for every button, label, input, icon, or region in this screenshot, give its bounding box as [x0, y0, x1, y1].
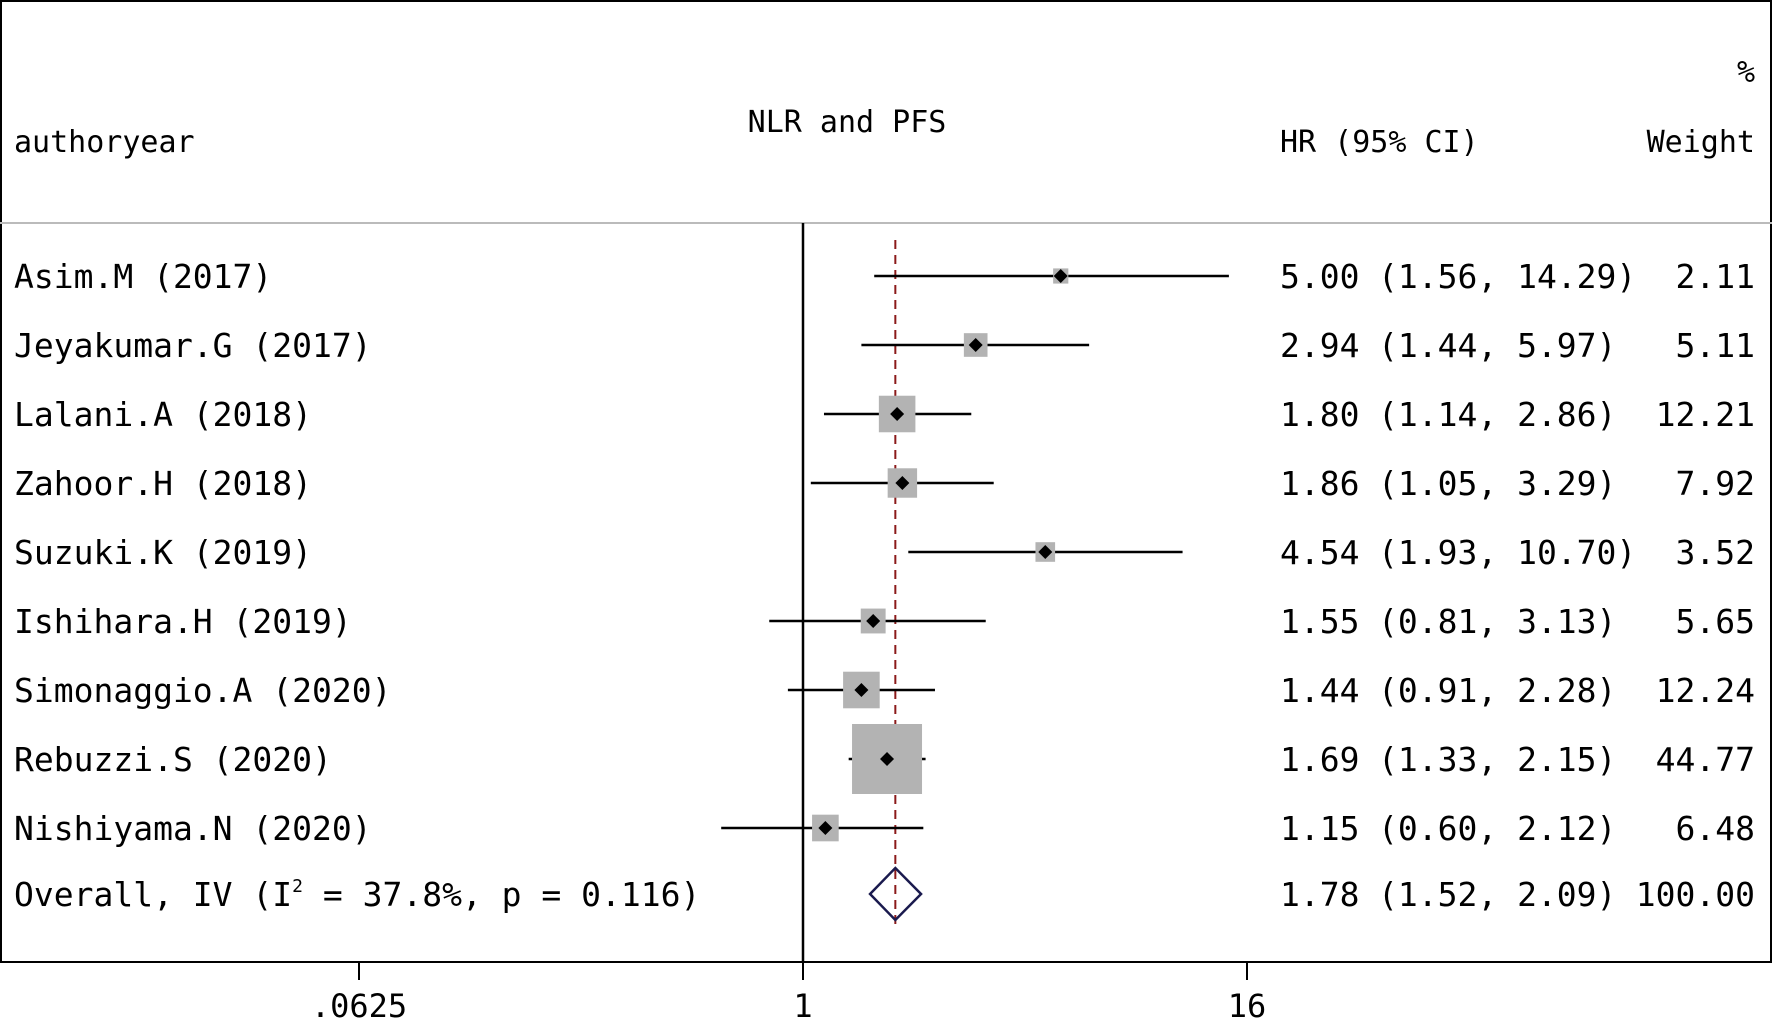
study-label: Simonaggio.A (2020) — [14, 671, 392, 710]
ci-value: (0.81, 3.13) — [1378, 602, 1616, 641]
point-estimate-marker — [880, 752, 895, 766]
point-estimate-marker — [968, 338, 983, 352]
weight-value: 2.11 — [1676, 257, 1755, 296]
study-label: Asim.M (2017) — [14, 257, 272, 296]
hr-value: 1.86 — [1280, 464, 1359, 503]
weight-column-header: Weight — [1647, 125, 1755, 160]
weight-value: 5.11 — [1676, 326, 1755, 365]
ci-value: (1.14, 2.86) — [1378, 395, 1616, 434]
overall-weight-value: 100.00 — [1636, 875, 1755, 914]
hr-value: 1.55 — [1280, 602, 1359, 641]
ci-value: (1.44, 5.97) — [1378, 326, 1616, 365]
study-label: Zahoor.H (2018) — [14, 464, 312, 503]
point-estimate-marker — [890, 407, 905, 421]
ci-value: (1.56, 14.29) — [1378, 257, 1636, 296]
x-axis-tick-label: 1 — [793, 987, 812, 1025]
ci-value: (1.33, 2.15) — [1378, 740, 1616, 779]
point-estimate-marker — [1053, 269, 1068, 283]
plot-frame — [0, 0, 1772, 963]
hr-value: 5.00 — [1280, 257, 1359, 296]
hr-value: 1.80 — [1280, 395, 1359, 434]
weight-value: 12.21 — [1656, 395, 1755, 434]
overall-hr-value: 1.78 — [1280, 875, 1359, 914]
weight-value: 44.77 — [1656, 740, 1755, 779]
weight-value: 3.52 — [1676, 533, 1755, 572]
study-label: Jeyakumar.G (2017) — [14, 326, 372, 365]
weight-value: 7.92 — [1676, 464, 1755, 503]
hr-value: 1.69 — [1280, 740, 1359, 779]
point-estimate-marker — [866, 614, 881, 628]
study-column-header: authoryear — [14, 125, 195, 160]
point-estimate-marker — [1038, 545, 1053, 559]
point-estimate-marker — [854, 683, 869, 697]
x-axis-tick-label: 16 — [1228, 987, 1267, 1025]
study-label: Lalani.A (2018) — [14, 395, 312, 434]
study-label: Nishiyama.N (2020) — [14, 809, 372, 848]
hr-value: 2.94 — [1280, 326, 1359, 365]
weight-value: 5.65 — [1676, 602, 1755, 641]
study-label: Ishihara.H (2019) — [14, 602, 352, 641]
hr-value: 1.44 — [1280, 671, 1359, 710]
ci-value: (0.60, 2.12) — [1378, 809, 1616, 848]
point-estimate-marker — [818, 821, 833, 835]
hr-value: 1.15 — [1280, 809, 1359, 848]
study-label: Rebuzzi.S (2020) — [14, 740, 332, 779]
study-label: Suzuki.K (2019) — [14, 533, 312, 572]
overall-diamond — [868, 866, 923, 922]
weight-value: 12.24 — [1656, 671, 1755, 710]
x-axis-tick-label: .0625 — [311, 987, 407, 1025]
ci-value: (0.91, 2.28) — [1378, 671, 1616, 710]
effect-column-header: HR (95% CI) — [1280, 125, 1479, 160]
overall-ci-value: (1.52, 2.09) — [1378, 875, 1616, 914]
hr-value: 4.54 — [1280, 533, 1359, 572]
chart-title: NLR and PFS — [748, 105, 947, 140]
weight-value: 6.48 — [1676, 809, 1755, 848]
overall-label: Overall, IV (I2 = 37.8%, p = 0.116) — [14, 875, 700, 914]
ci-value: (1.05, 3.29) — [1378, 464, 1616, 503]
ci-value: (1.93, 10.70) — [1378, 533, 1636, 572]
weight-column-header-percent: % — [1737, 55, 1755, 90]
point-estimate-marker — [895, 476, 910, 490]
